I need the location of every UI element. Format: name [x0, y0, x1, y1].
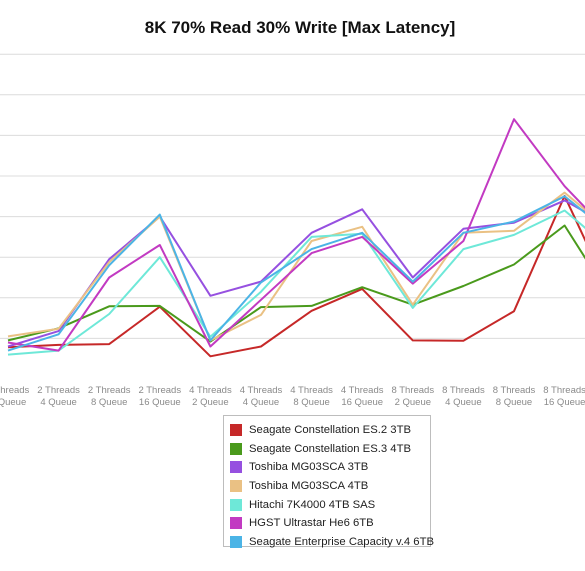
x-tick-label: 4 Threads 4 Queue: [240, 385, 283, 408]
x-tick-label: 8 Threads 2 Queue: [391, 385, 434, 408]
x-tick-label: 8 Threads 16 Queue: [543, 385, 585, 408]
legend-swatch: [230, 461, 242, 474]
series-line-3: [7, 199, 585, 348]
legend-label: Seagate Constellation ES.3 4TB: [249, 442, 412, 455]
x-tick-label: 4 Threads 16 Queue: [341, 385, 384, 408]
legend: Seagate Constellation ES.2 3TB Seagate Co…: [223, 415, 434, 548]
x-tick-label: 2 Threads 8 Queue: [88, 385, 131, 408]
series-line-4: [7, 191, 585, 342]
legend-swatch: [230, 498, 242, 511]
legend-item: HGST Ultrastar He6 6TB: [224, 514, 430, 533]
series-line-6: [7, 118, 585, 352]
legend-label: Seagate Enterprise Capacity v.4 6TB: [249, 535, 435, 548]
legend-label: Seagate Constellation ES.2 3TB: [249, 424, 412, 437]
series-lines: [7, 118, 585, 358]
legend-label: Hitachi 7K4000 4TB SAS: [249, 498, 376, 511]
legend-swatch: [230, 517, 242, 530]
x-tick-label: 8 Threads 8 Queue: [493, 385, 536, 408]
legend-label: Toshiba MG03SCA 3TB: [249, 461, 369, 474]
legend-swatch: [230, 480, 242, 493]
x-tick-label: 4 Threads 2 Queue: [189, 385, 232, 408]
legend-item: Toshiba MG03SCA 3TB: [224, 458, 430, 477]
legend-label: HGST Ultrastar He6 6TB: [249, 517, 374, 530]
legend-item: Seagate Enterprise Capacity v.4 6TB: [224, 533, 434, 552]
legend-item: Hitachi 7K4000 4TB SAS: [224, 495, 430, 514]
legend-swatch: [230, 442, 242, 455]
x-tick-label: 4 Threads 8 Queue: [290, 385, 333, 408]
legend-item: Seagate Constellation ES.2 3TB: [224, 421, 430, 440]
legend-swatch: [230, 424, 242, 437]
series-line-5: [7, 209, 585, 356]
x-tick-label: 2 Threads 4 Queue: [37, 385, 80, 408]
x-tick-label: 8 Threads 4 Queue: [442, 385, 485, 408]
series-line-2: [7, 224, 585, 343]
series-line-7: [7, 195, 585, 352]
legend-swatch: [230, 535, 242, 548]
series-line-1: [7, 194, 585, 358]
legend-item: Toshiba MG03SCA 4TB: [224, 477, 430, 496]
legend-label: Toshiba MG03SCA 4TB: [249, 480, 369, 493]
legend-item: Seagate Constellation ES.3 4TB: [224, 440, 430, 459]
x-tick-label: 2 Threads 16 Queue: [138, 385, 181, 408]
chart-title: 8K 70% Read 30% Write [Max Latency]: [144, 18, 456, 37]
